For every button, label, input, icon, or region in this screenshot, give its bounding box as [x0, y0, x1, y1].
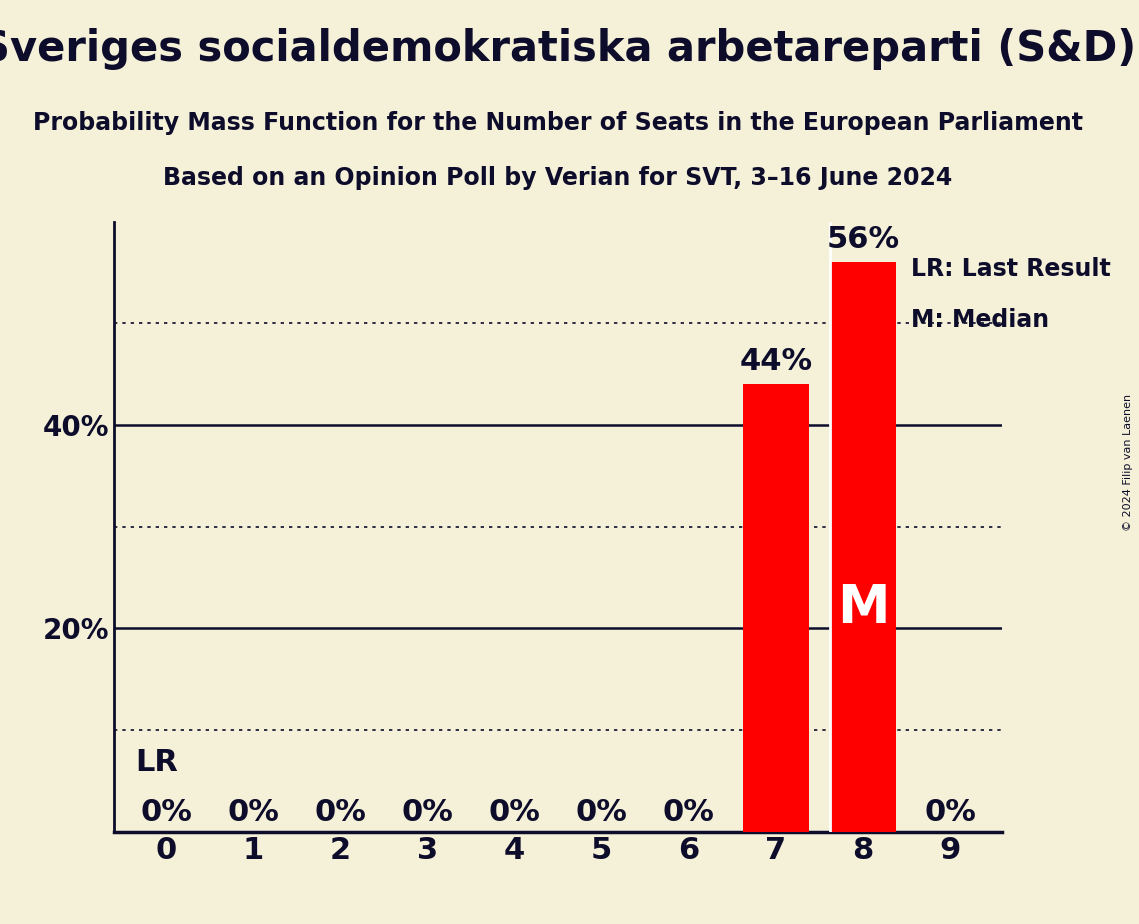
Text: 0%: 0% — [314, 797, 367, 827]
Text: 0%: 0% — [489, 797, 541, 827]
Text: 56%: 56% — [827, 225, 900, 254]
Bar — [830, 262, 895, 832]
Text: © 2024 Filip van Laenen: © 2024 Filip van Laenen — [1123, 394, 1133, 530]
Text: LR: Last Result: LR: Last Result — [911, 258, 1111, 281]
Text: 0%: 0% — [228, 797, 279, 827]
Bar — [744, 384, 809, 832]
Text: 0%: 0% — [140, 797, 192, 827]
Text: M: M — [837, 582, 890, 634]
Text: Probability Mass Function for the Number of Seats in the European Parliament: Probability Mass Function for the Number… — [33, 111, 1083, 135]
Text: 0%: 0% — [402, 797, 453, 827]
Text: 0%: 0% — [924, 797, 976, 827]
Text: 0%: 0% — [663, 797, 714, 827]
Text: Sveriges socialdemokratiska arbetareparti (S&D): Sveriges socialdemokratiska arbetarepart… — [0, 28, 1137, 69]
Text: Based on an Opinion Poll by Verian for SVT, 3–16 June 2024: Based on an Opinion Poll by Verian for S… — [164, 166, 952, 190]
Text: LR: LR — [136, 748, 179, 777]
Text: M: Median: M: Median — [911, 309, 1049, 332]
Text: 0%: 0% — [575, 797, 628, 827]
Text: 44%: 44% — [739, 347, 812, 376]
